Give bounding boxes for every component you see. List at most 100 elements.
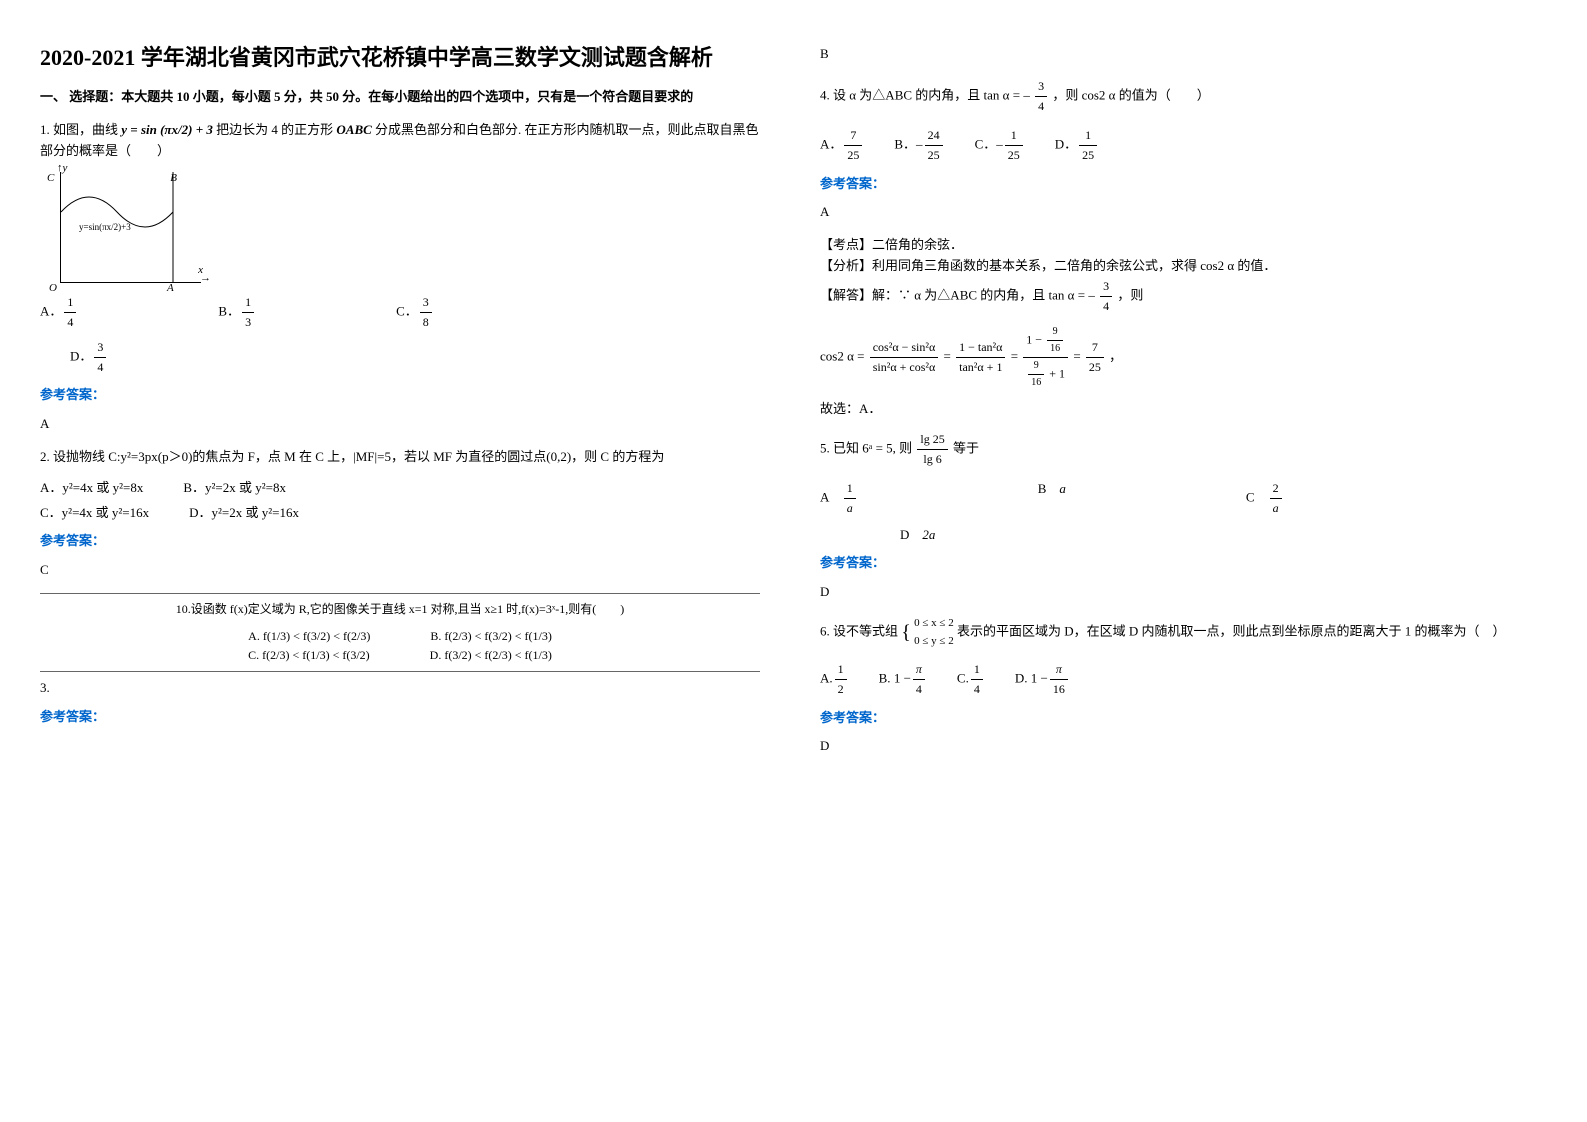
d-num: π (1050, 660, 1068, 680)
eq2: = (1011, 349, 1018, 364)
q4-opt-b: B．–2425 (894, 126, 944, 165)
question-5: 5. 已知 6ᵃ = 5, 则 lg 25lg 6 等于 (820, 430, 1540, 469)
opt-d-label: D． (70, 349, 92, 364)
q1-opt-b: B．13 (218, 293, 256, 332)
d-den: 16 (1050, 680, 1068, 699)
opt-b-num: 1 (242, 293, 254, 313)
opt-c-num: 3 (420, 293, 432, 313)
q3-ans: B (820, 44, 1540, 65)
q4-ans-label: 参考答案： (820, 174, 1540, 195)
q5-stem-b: 则 (899, 441, 912, 456)
q3-opt-a: A. f(1/3) < f(3/2) < f(2/3) (248, 627, 370, 646)
q3-ans-label: 参考答案： (40, 707, 760, 728)
opt-d-label: D. (1015, 671, 1028, 686)
q4-ans: A (820, 202, 1540, 223)
opt-a-label: A． (820, 137, 842, 152)
c-den: a (1270, 499, 1282, 518)
opt-a-label: A (820, 490, 829, 505)
opt-a-num: 1 (64, 293, 76, 313)
b-den: 4 (913, 680, 925, 699)
q4-jda: 【解答】解：∵ α 为△ABC 的内角，且 tan α = – (820, 287, 1095, 302)
q1-oabc: OABC (336, 122, 371, 137)
page-title: 2020-2021 学年湖北省黄冈市武穴花桥镇中学高三数学文测试题含解析 (40, 40, 760, 75)
q3-embedded: 10.设函数 f(x)定义域为 R,它的图像关于直线 x=1 对称,且当 x≥1… (40, 593, 760, 673)
opt-a-den: 4 (64, 313, 76, 332)
opt-d-num: 3 (94, 338, 106, 358)
w3a-num: 9 (1047, 324, 1063, 341)
q6-l1: 0 ≤ x ≤ 2 (914, 615, 954, 633)
w1-top: cos²α − sin²α (870, 338, 939, 358)
opt-c-den: 8 (420, 313, 432, 332)
opt-c-label: C. (957, 671, 969, 686)
a-den: a (844, 499, 856, 518)
q4-opt-c: C．–125 (975, 126, 1025, 165)
b-num: π (913, 660, 925, 680)
q2-opt-a: A．y²=4x 或 y²=8x (40, 478, 143, 499)
q3-opt-d: D. f(3/2) < f(2/3) < f(1/3) (430, 646, 552, 665)
q2-opt-b: B．y²=2x 或 y²=8x (183, 478, 286, 499)
q2-ans: C (40, 560, 760, 581)
q2-options: A．y²=4x 或 y²=8x B．y²=2x 或 y²=8x C．y²=4x … (40, 478, 760, 524)
question-6: 6. 设不等式组 { 0 ≤ x ≤ 2 0 ≤ y ≤ 2 表示的平面区域为 … (820, 615, 1540, 650)
a-den: 25 (844, 146, 862, 165)
q3-num: 3. (40, 678, 760, 699)
q4-fx: 【分析】利用同角三角函数的基本关系，二倍角的余弦公式，求得 cos2 α 的值． (820, 256, 1540, 277)
q1-stem-b: 把边长为 4 的正方形 (216, 122, 333, 137)
q4-opt-d: D．125 (1055, 126, 1099, 165)
opt-c-label: C (1246, 490, 1255, 505)
c-den: 25 (1005, 146, 1023, 165)
q4-jdb: ，则 (1117, 287, 1143, 302)
q5-opt-d: D 2a (900, 525, 1540, 546)
b-num: 24 (925, 126, 943, 146)
q1-options: A．14 B．13 C．38 (40, 293, 760, 332)
q4-so: 故选：A． (820, 399, 1540, 420)
label-C: C (47, 170, 54, 188)
opt-a-label: A. (820, 671, 833, 686)
w1-bot: sin²α + cos²α (870, 358, 939, 377)
eq1: = (944, 349, 951, 364)
w3a-den: 16 (1047, 341, 1063, 357)
opt-b-den: 3 (242, 313, 254, 332)
c-den: 4 (971, 680, 983, 699)
q4-work: cos2 α = cos²α − sin²αsin²α + cos²α = 1 … (820, 324, 1540, 391)
opt-d-label: D． (1055, 137, 1077, 152)
brace-icon: { (901, 622, 911, 644)
opt-d-label: D (900, 527, 909, 542)
question-1: 1. 如图，曲线 y = sin (πx/2) + 3 把边长为 4 的正方形 … (40, 120, 760, 162)
opt-b-label: B (1038, 481, 1047, 496)
q6-stem-b: 表示的平面区域为 D，在区域 D 内随机取一点，则此点到坐标原点的距离大于 1 … (957, 624, 1506, 639)
comma: ， (1109, 349, 1122, 364)
jda-den: 4 (1100, 297, 1112, 316)
b-den: 25 (925, 146, 943, 165)
q6-opt-b: B. 1 −π4 (879, 660, 927, 699)
w3b-den: 16 (1028, 375, 1044, 391)
jda-num: 3 (1100, 277, 1112, 297)
res-num: 7 (1086, 338, 1104, 358)
w2-top: 1 − tan²α (956, 338, 1005, 358)
q3-opt-c: C. f(2/3) < f(1/3) < f(3/2) (248, 646, 370, 665)
q4-jd: 【解答】解：∵ α 为△ABC 的内角，且 tan α = – 34 ，则 (820, 277, 1540, 316)
section-heading: 一、 选择题：本大题共 10 小题，每小题 5 分，共 50 分。在每小题给出的… (40, 87, 760, 108)
q6-opt-d: D. 1 −π16 (1015, 660, 1070, 699)
q1-opt-a: A．14 (40, 293, 78, 332)
opt-d-den: 4 (94, 358, 106, 377)
q5-ans: D (820, 582, 1540, 603)
c-num: 1 (1005, 126, 1023, 146)
b-pre: 1 − (894, 671, 911, 686)
opt-b-label: B． (218, 303, 240, 318)
q5-ans-label: 参考答案： (820, 553, 1540, 574)
label-O: O (49, 280, 57, 298)
q1-graph: ↑y C B y=sin(πx/2)+3 O A → x (60, 172, 201, 283)
opt-c-label: C．– (975, 137, 1003, 152)
a-num: 7 (844, 126, 862, 146)
q5-opt-b: B a (1038, 479, 1066, 518)
a-den: 2 (835, 680, 847, 699)
c-num: 1 (971, 660, 983, 680)
w3b-num: 9 (1028, 358, 1044, 375)
q2-opt-c: C．y²=4x 或 y²=16x (40, 503, 149, 524)
opt-b-label: B．– (894, 137, 922, 152)
w2-bot: tan²α + 1 (956, 358, 1005, 377)
q6-stem-a: 6. 设不等式组 (820, 624, 898, 639)
eq3: = (1073, 349, 1080, 364)
d-den: 25 (1079, 146, 1097, 165)
